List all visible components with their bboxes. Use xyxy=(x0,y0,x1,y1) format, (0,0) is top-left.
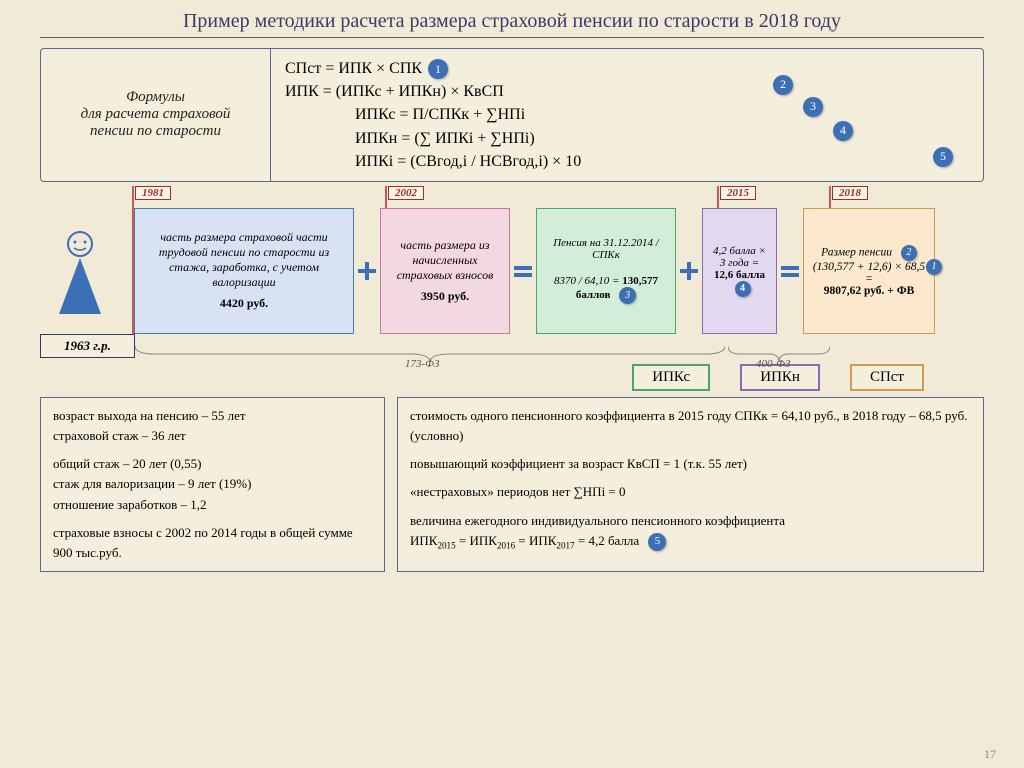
badge-4-icon: 4 xyxy=(833,121,853,141)
formula-list: СПст = ИПК × СПК1 ИПК = (ИПКс + ИПКн) × … xyxy=(271,49,983,181)
plus-icon-2 xyxy=(676,208,702,334)
card-stage2-value: 3950 руб. xyxy=(387,289,503,304)
card-stage1-value: 4420 руб. xyxy=(141,296,347,311)
equals-icon-1 xyxy=(510,208,536,334)
badge-2-icon: 2 xyxy=(773,75,793,95)
card-stage4: 4,2 балла × 3 года = 12,6 балла 4 xyxy=(702,208,777,334)
page-number: 17 xyxy=(984,747,996,762)
formula-label: Формулы для расчета страховой пенсии по … xyxy=(41,49,271,181)
card-result-calc: (130,577 + 12,6) × 68,5 = xyxy=(810,261,928,285)
badge-3-icon: 3 xyxy=(803,97,823,117)
coeff-1: стоимость одного пенсионного коэффициент… xyxy=(410,406,971,446)
card-stage3-calc: 8370 / 64,10 = xyxy=(554,275,619,287)
formula-2: ИПК = (ИПКс + ИПКн) × КвСП xyxy=(285,80,969,103)
coeff-panel: стоимость одного пенсионного коэффициент… xyxy=(397,397,984,572)
card-stage3: Пенсия на 31.12.2014 / СПКк 8370 / 64,10… xyxy=(536,208,676,334)
year-2015: 2015 xyxy=(720,186,756,200)
formula-5: ИПКi = (СВгод,i / НСВгод,i) × 10 xyxy=(285,150,969,173)
dob-box: 1963 г.р. xyxy=(40,334,135,358)
legend-ipks: ИПКс xyxy=(632,364,710,391)
card-stage4-text: 4,2 балла × 3 года = xyxy=(709,245,770,269)
brace-400fz-label: 400-ФЗ xyxy=(756,358,790,370)
formula-box: Формулы для расчета страховой пенсии по … xyxy=(40,48,984,182)
timeline: 1981 2002 2015 2018 часть размера страхо… xyxy=(40,194,984,334)
facts-panel: возраст выхода на пенсию – 55 лет страхо… xyxy=(40,397,385,572)
card-result: Размер пенсии 2 (130,577 + 12,6) × 68,5 … xyxy=(803,208,935,334)
badge-1-icon: 1 xyxy=(428,59,448,79)
fact-3: общий стаж – 20 лет (0,55) xyxy=(53,454,372,474)
year-1981: 1981 xyxy=(135,186,171,200)
badge-2b-icon: 2 xyxy=(901,245,917,261)
formula-3: ИПКс = П/СПКк + ∑НПi xyxy=(285,103,969,126)
legend-spst: СПст xyxy=(850,364,924,391)
coeff-4: величина ежегодного индивидуального пенс… xyxy=(410,511,971,553)
fact-2: страховой стаж – 36 лет xyxy=(53,426,372,446)
year-2002: 2002 xyxy=(388,186,424,200)
person-icon xyxy=(40,208,120,334)
card-stage2-text: часть размера из начисленных страховых в… xyxy=(387,238,503,283)
coeff-2: повышающий коэффициент за возраст КвСП =… xyxy=(410,454,971,474)
badge-5b-icon: 5 xyxy=(648,533,666,551)
fact-1: возраст выхода на пенсию – 55 лет xyxy=(53,406,372,426)
coeff-3: «нестраховых» периодов нет ∑НПi = 0 xyxy=(410,482,971,502)
badge-1b-icon: 1 xyxy=(926,259,942,275)
plus-icon xyxy=(354,208,380,334)
badge-3b-icon: 3 xyxy=(619,287,636,304)
year-2018: 2018 xyxy=(832,186,868,200)
bottom-panels: возраст выхода на пенсию – 55 лет страхо… xyxy=(40,397,984,572)
fact-4: стаж для валоризации – 9 лет (19%) xyxy=(53,474,372,494)
card-result-title: Размер пенсии xyxy=(821,247,892,259)
fact-6: страховые взносы с 2002 по 2014 годы в о… xyxy=(53,523,372,563)
card-result-res: 9807,62 руб. + ФВ xyxy=(810,285,928,297)
card-stage2: часть размера из начисленных страховых в… xyxy=(380,208,510,334)
equals-icon-2 xyxy=(777,208,803,334)
card-stage1-text: часть размера страховой части трудовой п… xyxy=(141,230,347,290)
card-stage4-res: 12,6 балла 4 xyxy=(709,269,770,297)
fact-5: отношение заработков – 1,2 xyxy=(53,495,372,515)
badge-5-icon: 5 xyxy=(933,147,953,167)
brace-173fz-label: 173-ФЗ xyxy=(405,358,439,370)
page-title: Пример методики расчета размера страхово… xyxy=(40,0,984,38)
formula-1: СПст = ИПК × СПК1 xyxy=(285,57,969,80)
card-stage1: часть размера страховой части трудовой п… xyxy=(134,208,354,334)
formula-4: ИПКн = (∑ ИПКi + ∑НПi) xyxy=(285,127,969,150)
badge-4b-icon: 4 xyxy=(735,281,751,297)
card-stage3-top: Пенсия на 31.12.2014 xyxy=(553,237,653,249)
legend: ИПКс ИПКн СПст xyxy=(40,364,984,391)
